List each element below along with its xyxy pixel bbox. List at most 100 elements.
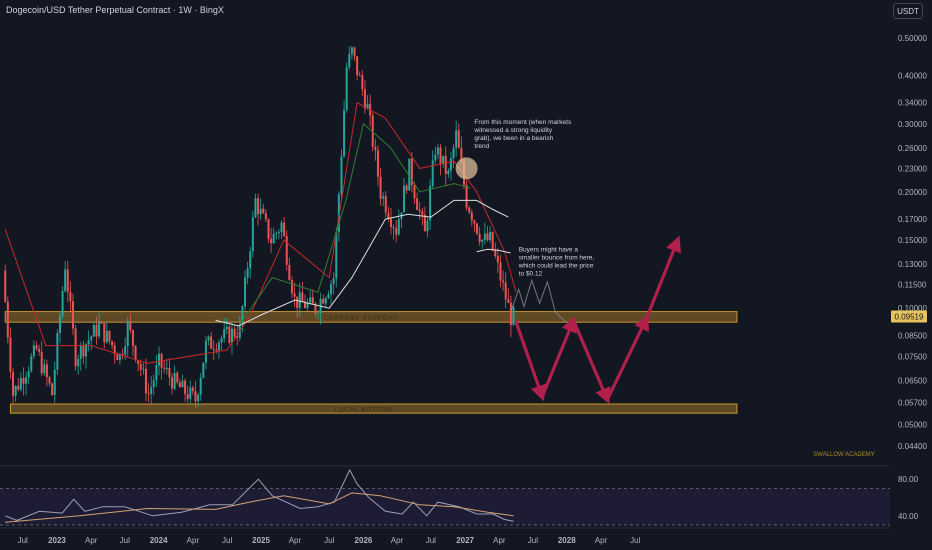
candle-down (283, 222, 286, 237)
candle-up (155, 365, 158, 381)
price-tick-label: 0.40000 (898, 71, 927, 80)
candle-down (74, 328, 77, 367)
candle-down (288, 264, 291, 280)
time-tick-label: Jul (630, 536, 640, 545)
candle-down (392, 227, 395, 229)
candle-up (152, 380, 155, 388)
candle-down (194, 391, 197, 402)
candle-up (92, 324, 95, 337)
candle-down (129, 321, 132, 331)
candle-down (491, 232, 494, 250)
price-tick-label: 0.07500 (898, 352, 927, 361)
candle-up (19, 378, 22, 390)
candle-up (275, 232, 278, 234)
price-tick-label: 0.50000 (898, 34, 927, 43)
rsi-line (5, 468, 514, 522)
candle-down (137, 360, 140, 364)
candle-up (340, 156, 343, 195)
candle-down (421, 211, 424, 215)
candle-up (455, 130, 458, 148)
candle-up (199, 377, 202, 395)
candle-down (322, 298, 325, 304)
candle-down (416, 198, 419, 210)
candle-down (358, 74, 361, 76)
candle-down (502, 280, 505, 283)
candle-up (246, 268, 249, 278)
time-tick-label: Jul (528, 536, 538, 545)
projection-arrow (540, 315, 577, 399)
candle-down (103, 323, 106, 343)
candle-up (98, 322, 101, 337)
candle-up (431, 160, 434, 187)
candle-up (348, 54, 351, 68)
price-tick-label: 0.34000 (898, 99, 927, 108)
time-tick-label: Jul (324, 536, 334, 545)
candle-down (486, 233, 489, 241)
price-tick-label: 0.04400 (898, 442, 927, 451)
candle-down (38, 348, 41, 352)
candle-up (105, 330, 108, 343)
candle-down (374, 146, 377, 151)
time-tick-label: Jul (18, 536, 28, 545)
candle-up (280, 222, 283, 233)
candle-up (335, 232, 338, 279)
candle-down (413, 184, 416, 199)
candle-down (356, 56, 359, 75)
candle-down (233, 328, 236, 337)
candle-down (270, 238, 273, 244)
annotation-bearish: From this moment (when markets witnessed … (473, 119, 572, 150)
candle-up (244, 277, 247, 307)
candle-up (220, 338, 223, 343)
price-tick-label: 0.30000 (898, 120, 927, 129)
candle-down (468, 207, 471, 213)
candle-down (267, 219, 270, 239)
candle-down (257, 198, 260, 215)
candle-up (32, 345, 35, 357)
candle-up (324, 298, 327, 304)
candle-down (210, 336, 213, 349)
candle-up (189, 387, 192, 400)
candle-up (61, 291, 64, 317)
candle-down (51, 383, 54, 395)
time-tick-label: 2025 (252, 536, 270, 545)
candle-down (303, 301, 306, 308)
price-tick-label: 0.08500 (898, 331, 927, 340)
projection-arrow (571, 318, 611, 405)
candle-down (215, 349, 218, 351)
time-tick-label: Apr (595, 536, 608, 545)
candle-down (71, 301, 74, 329)
candle-up (452, 147, 455, 159)
candle-up (85, 344, 88, 357)
time-tick-label: Jul (426, 536, 436, 545)
price-tick-label: 0.06500 (898, 376, 927, 385)
candle-up (118, 353, 121, 361)
candle-down (494, 249, 497, 257)
candle-down (191, 387, 194, 392)
currency-button[interactable]: USDT (893, 3, 923, 19)
candle-down (460, 147, 463, 163)
time-tick-label: Jul (120, 536, 130, 545)
candle-up (259, 208, 262, 215)
candle-down (353, 47, 356, 57)
candle-up (449, 158, 452, 171)
price-tick-label: 0.15000 (898, 236, 927, 245)
candle-down (262, 208, 265, 214)
time-tick-label: Apr (187, 536, 200, 545)
candle-down (116, 354, 119, 361)
candle-down (410, 158, 413, 185)
support-zone-label: CURRENT SUPPORT (324, 316, 399, 322)
candle-up (27, 370, 30, 378)
candle-down (236, 336, 239, 338)
candle-up (158, 353, 161, 366)
candle-down (66, 269, 69, 292)
candle-down (405, 185, 408, 191)
chart-title: Dogecoin/USD Tether Perpetual Contract ·… (6, 5, 224, 15)
candle-up (306, 302, 309, 308)
candle-down (361, 75, 364, 90)
price-tick-label: 0.05700 (898, 399, 927, 408)
time-tick-label: 2028 (558, 536, 576, 545)
candle-up (204, 340, 207, 363)
candle-down (311, 297, 314, 304)
